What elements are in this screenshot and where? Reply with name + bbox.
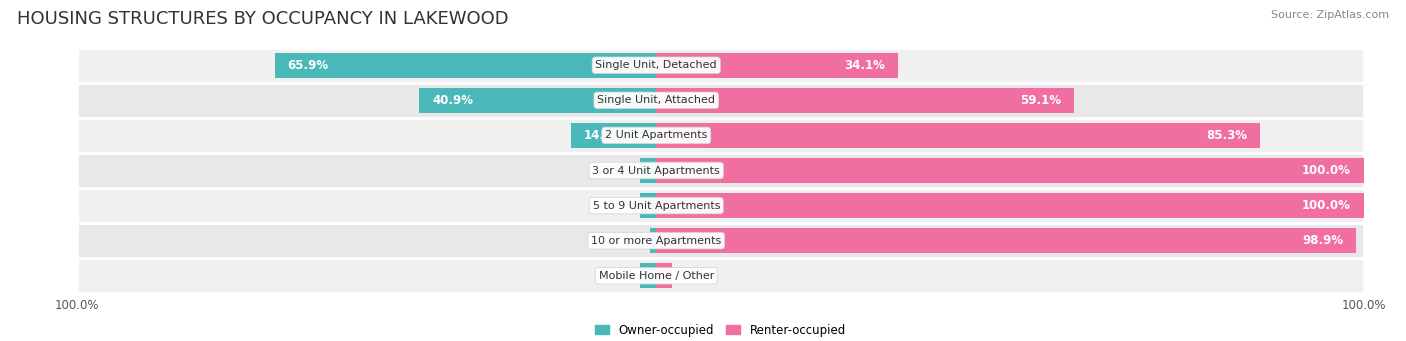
Bar	[419, 88, 657, 113]
Bar	[77, 188, 1364, 223]
Text: 5 to 9 Unit Apartments: 5 to 9 Unit Apartments	[592, 201, 720, 211]
Text: 100.0%: 100.0%	[1302, 164, 1351, 177]
Text: 0.0%: 0.0%	[679, 269, 709, 282]
Text: HOUSING STRUCTURES BY OCCUPANCY IN LAKEWOOD: HOUSING STRUCTURES BY OCCUPANCY IN LAKEW…	[17, 10, 509, 28]
Text: Single Unit, Attached: Single Unit, Attached	[598, 95, 716, 105]
Text: 0.0%: 0.0%	[605, 164, 634, 177]
Bar	[650, 228, 657, 253]
Text: Mobile Home / Other: Mobile Home / Other	[599, 271, 714, 281]
Text: 0.0%: 0.0%	[605, 199, 634, 212]
Text: 3 or 4 Unit Apartments: 3 or 4 Unit Apartments	[592, 165, 720, 176]
Text: 85.3%: 85.3%	[1206, 129, 1247, 142]
Text: 65.9%: 65.9%	[288, 59, 329, 72]
Bar	[274, 53, 657, 78]
Bar	[657, 193, 1364, 218]
Text: 14.7%: 14.7%	[583, 129, 624, 142]
Text: 98.9%: 98.9%	[1302, 234, 1343, 247]
Bar	[640, 158, 657, 183]
Legend: Owner-occupied, Renter-occupied: Owner-occupied, Renter-occupied	[591, 319, 851, 341]
Bar	[77, 118, 1364, 153]
Bar	[77, 223, 1364, 258]
Bar	[640, 263, 657, 288]
Bar	[657, 228, 1355, 253]
Bar	[77, 153, 1364, 188]
Bar	[640, 193, 657, 218]
Text: 2 Unit Apartments: 2 Unit Apartments	[605, 130, 707, 140]
Text: 100.0%: 100.0%	[1302, 199, 1351, 212]
Text: 0.0%: 0.0%	[605, 269, 634, 282]
Bar	[77, 83, 1364, 118]
Text: 59.1%: 59.1%	[1021, 94, 1062, 107]
Bar	[571, 123, 657, 148]
Text: 34.1%: 34.1%	[844, 59, 884, 72]
Bar	[657, 263, 672, 288]
Text: 40.9%: 40.9%	[432, 94, 474, 107]
Text: 1.1%: 1.1%	[613, 234, 644, 247]
Bar	[657, 123, 1260, 148]
Bar	[657, 158, 1364, 183]
Bar	[657, 53, 897, 78]
Text: Single Unit, Detached: Single Unit, Detached	[595, 60, 717, 70]
Bar	[657, 88, 1074, 113]
Text: 10 or more Apartments: 10 or more Apartments	[591, 236, 721, 246]
Bar	[77, 258, 1364, 293]
Bar	[77, 48, 1364, 83]
Text: Source: ZipAtlas.com: Source: ZipAtlas.com	[1271, 10, 1389, 20]
